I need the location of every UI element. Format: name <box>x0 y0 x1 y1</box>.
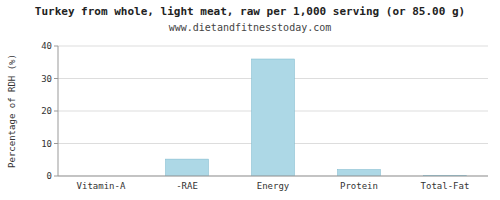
y-tick-label: 0 <box>47 171 52 181</box>
chart: Turkey from whole, light meat, raw per 1… <box>0 0 500 200</box>
y-tick <box>54 143 58 144</box>
grid-line <box>58 176 488 177</box>
y-axis: 0 10 20 30 40 <box>41 41 58 181</box>
x-tick-label: Total-Fat <box>421 181 470 191</box>
grid-line <box>58 46 488 47</box>
subtitle: www.dietandfitnesstoday.com <box>169 22 332 33</box>
x-tick-label: Vitamin-A <box>77 181 126 191</box>
y-tick <box>54 46 58 47</box>
bars <box>166 59 467 176</box>
x-axis-line <box>58 176 488 177</box>
title: Turkey from whole, light meat, raw per 1… <box>35 5 465 18</box>
y-tick-label: 20 <box>41 106 52 116</box>
y-axis-label: Percentage of RDH (%) <box>7 54 17 168</box>
bar <box>166 159 209 176</box>
background <box>0 0 500 200</box>
x-axis: Vitamin-A -RAE Energy Protein Total-Fat <box>58 176 488 191</box>
y-axis-line <box>58 46 59 176</box>
bar <box>338 170 381 177</box>
y-grid <box>58 46 488 176</box>
y-tick-label: 10 <box>41 139 52 149</box>
y-tick-label: 40 <box>41 41 52 51</box>
chart-container: Turkey from whole, light meat, raw per 1… <box>0 0 500 200</box>
y-tick <box>54 78 58 79</box>
x-tick-label: Protein <box>340 181 378 191</box>
y-tick <box>54 111 58 112</box>
y-tick-label: 30 <box>41 74 52 84</box>
x-tick-label: -RAE <box>176 181 198 191</box>
y-tick <box>54 176 58 177</box>
x-tick-label: Energy <box>257 181 290 191</box>
bar <box>252 59 295 176</box>
